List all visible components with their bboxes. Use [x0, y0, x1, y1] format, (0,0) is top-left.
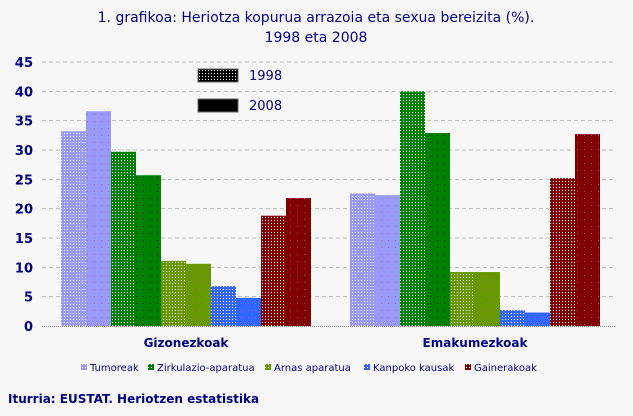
y-tick-label: 30: [15, 144, 33, 159]
year-legend-label: 2008: [249, 99, 282, 114]
category-label: Gizonezkoak: [144, 336, 230, 350]
legend-label: Kanpoko kausak: [373, 363, 454, 374]
bar-emakumezkoak-zirkulazio-aparatua-2008: [425, 132, 450, 326]
legend-label: Tumoreak: [89, 363, 139, 374]
y-tick-label: 40: [15, 85, 33, 100]
bar-gizonezkoak-tumoreak-2008: [86, 111, 111, 326]
legend-swatch: [265, 364, 271, 370]
chart-title: 1. grafikoa: Heriotza kopurua arrazoia e…: [98, 10, 535, 26]
bar-gizonezkoak-kanpoko-kausak-1998: [211, 286, 236, 326]
bar-emakumezkoak-tumoreak-2008: [375, 195, 400, 326]
year-legend-label: 1998: [249, 69, 282, 84]
y-tick-label: 15: [15, 232, 33, 247]
bar-emakumezkoak-gainerakoak-1998: [550, 178, 575, 326]
bar-gizonezkoak-gainerakoak-1998: [261, 215, 286, 326]
bar-gizonezkoak-zirkulazio-aparatua-2008: [136, 175, 161, 326]
bar-gizonezkoak-tumoreak-1998: [61, 131, 86, 326]
y-tick-label: 5: [24, 291, 33, 306]
legend-label: Gainerakoak: [474, 363, 537, 374]
bar-emakumezkoak-gainerakoak-2008: [575, 134, 600, 326]
legend-label: Arnas aparatua: [274, 363, 351, 374]
chart-subtitle: 1998 eta 2008: [265, 30, 368, 46]
legend-swatch: [364, 364, 370, 370]
y-tick-label: 0: [24, 320, 33, 335]
y-tick-label: 45: [15, 56, 33, 71]
year-legend-swatch-2008: [197, 98, 239, 113]
source-note: Iturria: EUSTAT. Heriotzen estatistika: [8, 392, 259, 406]
bar-emakumezkoak-tumoreak-1998: [350, 193, 375, 326]
y-tick-label: 25: [15, 173, 33, 188]
y-tick-label: 10: [15, 261, 33, 276]
bar-emakumezkoak-arnas-aparatua-2008: [475, 272, 500, 326]
bar-emakumezkoak-zirkulazio-aparatua-1998: [400, 91, 425, 326]
bar-gizonezkoak-gainerakoak-2008: [286, 198, 311, 326]
bar-gizonezkoak-zirkulazio-aparatua-1998: [111, 151, 136, 326]
legend-swatch: [465, 364, 471, 370]
bar-gizonezkoak-arnas-aparatua-2008: [186, 263, 211, 326]
bar-emakumezkoak-kanpoko-kausak-2008: [525, 312, 550, 326]
legend-swatch: [81, 364, 87, 370]
bar-gizonezkoak-arnas-aparatua-1998: [161, 260, 186, 326]
legend-label: Zirkulazio-aparatua: [157, 363, 255, 374]
category-label: Emakumezkoak: [423, 336, 529, 350]
y-tick-label: 20: [15, 203, 33, 218]
y-tick-label: 35: [15, 115, 33, 130]
bar-emakumezkoak-kanpoko-kausak-1998: [500, 310, 525, 326]
legend-swatch: [148, 364, 154, 370]
year-legend-swatch-1998: [197, 68, 239, 83]
bar-gizonezkoak-kanpoko-kausak-2008: [236, 297, 261, 326]
bar-emakumezkoak-arnas-aparatua-1998: [450, 272, 475, 326]
